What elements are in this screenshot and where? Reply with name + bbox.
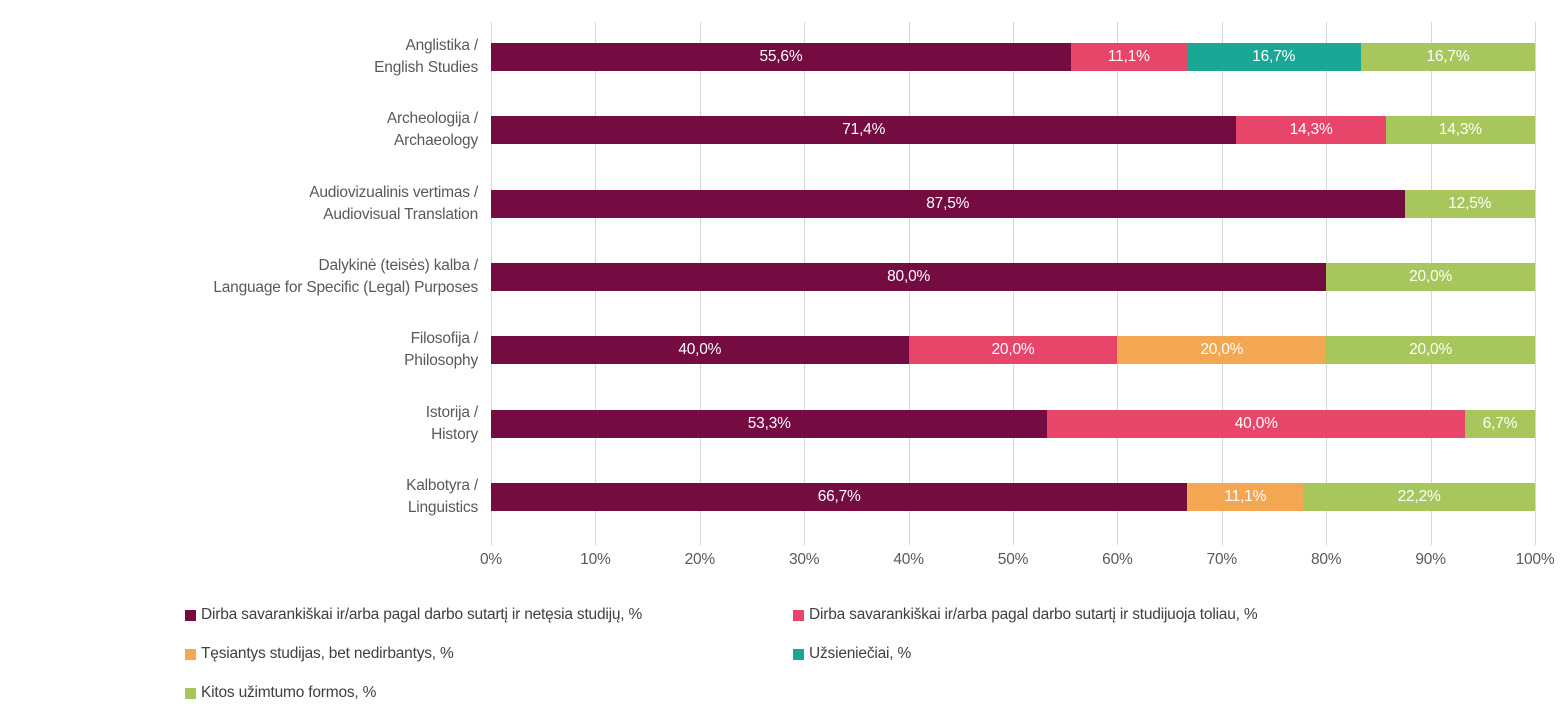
category-label: Archeologija / Archaeology xyxy=(98,108,478,152)
data-label: 87,5% xyxy=(926,194,970,212)
bar-segment: 53,3% xyxy=(491,409,1048,438)
bar-segment: 14,3% xyxy=(1236,116,1386,145)
bar-row: 53,3% 40,0% 6,7% xyxy=(491,409,1535,438)
data-label: 12,5% xyxy=(1448,194,1492,212)
bar-segment: 12,5% xyxy=(1404,189,1535,218)
x-axis-tick-label: 100% xyxy=(1515,551,1555,568)
bar-row: 40,0% 20,0% 20,0% 20,0% xyxy=(491,336,1535,365)
data-label: 71,4% xyxy=(842,121,886,139)
data-label: 11,1% xyxy=(1107,48,1150,65)
bar-segment: 80,0% xyxy=(491,262,1327,291)
category-label-line-2: English Studies xyxy=(374,59,478,76)
data-label: 20,0% xyxy=(1409,267,1453,285)
category-label-line-1: Istorija / xyxy=(425,403,478,421)
bar-segment: 11,1% xyxy=(1187,482,1304,511)
bar-segment: 20,0% xyxy=(908,336,1118,365)
bar-segment: 87,5% xyxy=(491,189,1405,218)
bar-segment: 55,6% xyxy=(491,43,1071,71)
x-axis-tick-label: 30% xyxy=(788,551,820,568)
data-label: 16,7% xyxy=(1252,48,1296,65)
legend-label: Dirba savarankiškai ir/arba pagal darbo … xyxy=(809,606,1258,623)
category-label-line-1: Archeologija / xyxy=(386,110,478,128)
legend-label: Užsieniečiai, % xyxy=(809,645,912,662)
data-label: 11,1% xyxy=(1224,487,1267,505)
legend-swatch-icon xyxy=(185,687,196,699)
legend-swatch-icon xyxy=(793,648,804,660)
category-label-line-2: Audiovisual Translation xyxy=(323,205,478,223)
category-label-line-1: Dalykinė (teisės) kalba / xyxy=(318,256,478,274)
legend-item: Dirba savarankiškai ir/arba pagal darbo … xyxy=(793,605,1258,625)
legend-swatch-icon xyxy=(185,648,196,660)
data-label: 80,0% xyxy=(887,267,931,285)
category-label: Dalykinė (teisės) kalba / Language for Sp… xyxy=(98,255,478,299)
grid-line xyxy=(1535,22,1536,545)
x-axis-tick-label: 90% xyxy=(1415,551,1446,568)
data-label: 20,0% xyxy=(991,341,1035,359)
bar-row: 71,4% 14,3% 14,3% xyxy=(491,116,1536,145)
x-axis-tick-label: 20% xyxy=(684,551,716,568)
bar-segment: 6,7% xyxy=(1465,409,1535,438)
category-label: Audiovizualinis vertimas / Audiovisual Tr… xyxy=(98,182,478,226)
legend-label: Dirba savarankiškai ir/arba pagal darbo … xyxy=(201,606,643,623)
data-label: 66,7% xyxy=(817,487,861,505)
x-axis-tick-label: 70% xyxy=(1206,551,1238,568)
legend-label: Kitos užimtumo formos, % xyxy=(201,684,377,701)
category-label-line-1: Kalbotyra / xyxy=(406,476,478,494)
category-label-line-1: Audiovizualinis vertimas / xyxy=(309,183,478,201)
bar-segment: 22,2% xyxy=(1303,482,1535,511)
bar-segment: 14,3% xyxy=(1385,116,1536,145)
data-label: 40,0% xyxy=(678,341,722,359)
data-label: 6,7% xyxy=(1482,414,1518,432)
bar-segment: 20,0% xyxy=(1326,336,1535,365)
data-label: 22,2% xyxy=(1397,487,1441,505)
bar-segment: 11,1% xyxy=(1070,43,1187,71)
bar-segment: 71,4% xyxy=(491,116,1237,145)
category-label: Kalbotyra / Linguistics xyxy=(98,475,478,519)
bar-segment: 20,0% xyxy=(1326,262,1535,291)
legend-item: Užsieniečiai, % xyxy=(793,644,911,664)
category-label: Istorija / History xyxy=(98,402,478,446)
bar-row: 55,6% 11,1% 16,7% 16,7% xyxy=(491,43,1535,71)
category-label-line-2: History xyxy=(431,425,478,443)
x-axis-tick-label: 80% xyxy=(1310,551,1342,568)
data-label: 40,0% xyxy=(1234,414,1278,432)
bar-segment: 66,7% xyxy=(491,482,1188,511)
data-label: 20,0% xyxy=(1200,341,1244,359)
category-label-line-2: Philosophy xyxy=(404,352,478,370)
category-label-line-1: Anglistika / xyxy=(405,37,478,54)
data-label: 55,6% xyxy=(759,48,803,65)
bar-segment: 16,7% xyxy=(1186,43,1361,71)
data-label: 14,3% xyxy=(1289,121,1333,139)
category-label-line-1: Filosofija / xyxy=(410,330,479,348)
legend-swatch-icon xyxy=(185,609,196,621)
x-axis-tick-label: 40% xyxy=(893,551,924,568)
category-label-line-2: Linguistics xyxy=(407,498,478,516)
bar-segment: 40,0% xyxy=(491,336,909,365)
data-label: 53,3% xyxy=(747,414,791,432)
data-label: 20,0% xyxy=(1409,341,1453,359)
legend-item: Tęsiantys studijas, bet nedirbantys, % xyxy=(185,644,454,664)
legend-item: Dirba savarankiškai ir/arba pagal darbo … xyxy=(185,605,642,625)
category-label-line-2: Archaeology xyxy=(394,132,478,150)
x-axis-tick-label: 0% xyxy=(479,551,503,568)
bar-segment: 20,0% xyxy=(1117,336,1327,365)
bar-segment: 40,0% xyxy=(1047,409,1466,438)
bar-row: 66,7% 11,1% 22,2% xyxy=(491,482,1535,511)
category-label-line-2: Language for Specific (Legal) Purposes xyxy=(213,278,478,296)
legend-swatch-icon xyxy=(793,609,804,621)
x-axis-tick-label: 60% xyxy=(1102,551,1133,568)
legend-label: Tęsiantys studijas, bet nedirbantys, % xyxy=(201,645,454,662)
bar-row: 87,5% 12,5% xyxy=(491,189,1535,218)
category-label: Anglistika / English Studies xyxy=(98,35,478,79)
category-label: Filosofija / Philosophy xyxy=(98,328,478,372)
data-label: 16,7% xyxy=(1426,48,1470,65)
bar-segment: 16,7% xyxy=(1360,43,1535,71)
x-axis-tick-label: 10% xyxy=(580,551,611,568)
data-label: 14,3% xyxy=(1438,121,1482,139)
bar-row: 80,0% 20,0% xyxy=(491,262,1535,291)
legend-item: Kitos užimtumo formos, % xyxy=(185,683,376,703)
x-axis-tick-label: 50% xyxy=(997,551,1029,568)
